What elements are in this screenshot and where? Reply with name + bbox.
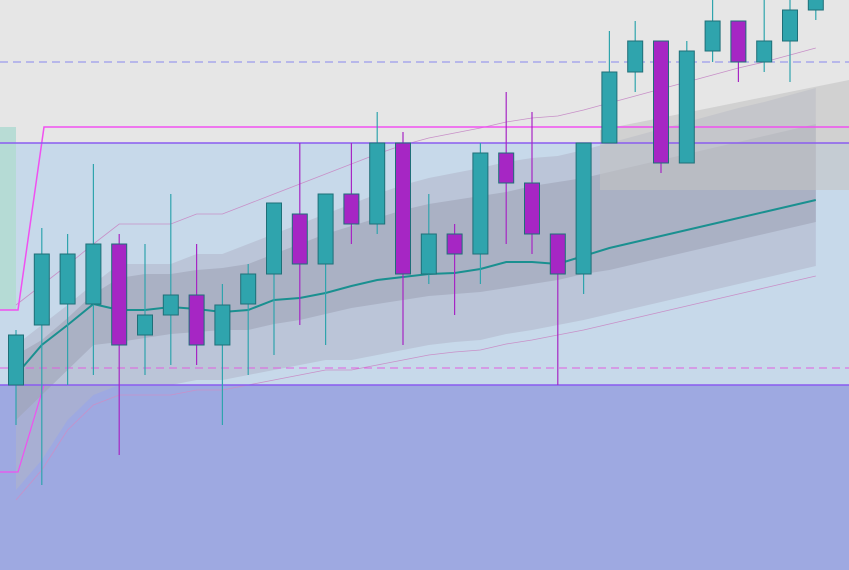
candle-0 [8, 330, 24, 425]
candle-29 [756, 0, 773, 72]
candle-body-5 [137, 314, 153, 336]
envelope-lower-line [15, 275, 816, 501]
candle-12 [317, 193, 334, 345]
candle-body-11 [291, 213, 308, 265]
candle-body-24 [627, 40, 644, 73]
candle-body-17 [446, 233, 463, 255]
candle-13 [343, 143, 360, 244]
candle-body-7 [188, 294, 205, 346]
candle-14 [369, 112, 386, 234]
candle-body-25 [653, 40, 669, 164]
candle-10 [266, 202, 282, 355]
candle-20 [524, 112, 540, 254]
candle-body-9 [240, 273, 257, 305]
candle-body-6 [162, 294, 179, 316]
level-lines-layer [0, 61, 849, 473]
candle-27 [704, 0, 721, 62]
range-box-top-line [0, 126, 849, 311]
candle-body-3 [85, 243, 102, 305]
cloud-inner-band [16, 124, 816, 420]
candle-body-14 [369, 142, 386, 225]
candle-body-12 [317, 193, 334, 265]
candle-16 [420, 194, 437, 284]
candle-body-0 [8, 334, 24, 386]
candle-body-22 [575, 142, 592, 275]
candle-21 [549, 233, 566, 385]
left-teal-area [0, 127, 16, 310]
candle-body-26 [678, 50, 695, 164]
moving-average-line [15, 199, 817, 376]
lower-zone [0, 385, 849, 570]
candle-28 [730, 20, 747, 82]
candles-layer [8, 0, 824, 485]
candle-3 [85, 164, 102, 375]
candle-body-27 [704, 20, 721, 52]
candle-2 [59, 234, 76, 385]
candle-30 [782, 0, 798, 82]
candle-5 [137, 244, 153, 375]
candle-6 [162, 194, 179, 365]
candle-body-23 [601, 71, 618, 144]
candle-15 [395, 132, 411, 345]
candle-9 [240, 264, 257, 375]
candle-body-29 [756, 40, 773, 63]
candle-body-30 [782, 9, 798, 42]
candle-4 [111, 234, 128, 455]
candle-body-8 [214, 304, 231, 346]
candle-17 [446, 224, 463, 315]
candle-body-20 [524, 182, 540, 235]
candle-body-21 [549, 233, 566, 275]
candle-24 [627, 21, 644, 92]
candle-26 [678, 41, 695, 164]
candle-body-18 [472, 152, 489, 255]
candle-19 [498, 92, 515, 244]
candle-body-16 [420, 233, 437, 275]
range-box-bottom-line [0, 384, 45, 473]
candle-7 [188, 244, 205, 365]
candle-11 [291, 143, 308, 325]
candle-31 [807, 0, 824, 20]
candle-8 [214, 284, 231, 425]
candle-body-15 [395, 142, 411, 275]
candle-22 [575, 142, 592, 294]
candle-25 [653, 40, 669, 173]
moving-average-layer [15, 199, 817, 376]
candle-23 [601, 31, 618, 144]
candle-body-13 [343, 193, 360, 225]
candle-body-4 [111, 243, 128, 346]
candle-body-28 [730, 20, 747, 63]
candle-body-10 [266, 202, 282, 275]
candle-1 [33, 228, 50, 485]
candle-body-19 [498, 152, 515, 184]
candle-body-2 [59, 253, 76, 305]
candle-18 [472, 143, 489, 284]
candle-body-1 [33, 253, 50, 326]
candle-body-31 [807, 0, 824, 11]
